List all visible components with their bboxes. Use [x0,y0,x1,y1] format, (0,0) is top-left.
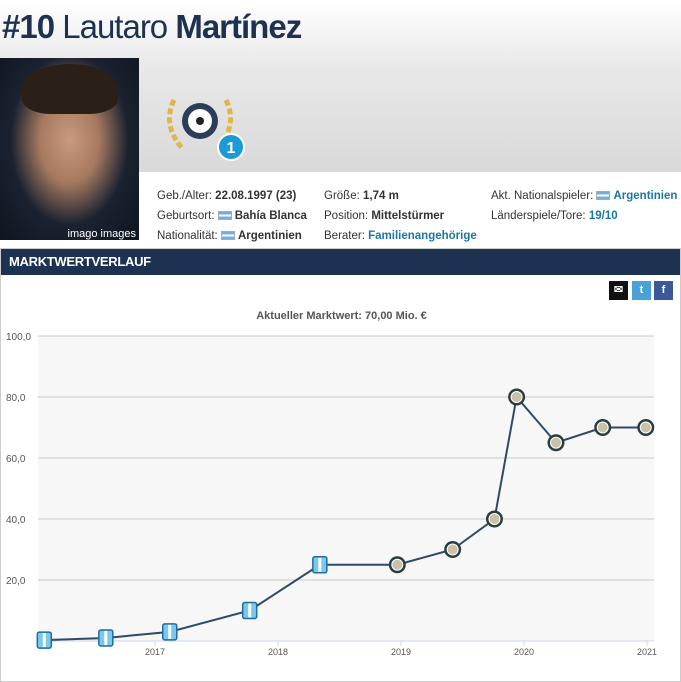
photo-credit: imago images [67,228,136,240]
agent-link[interactable]: Familienangehörige [368,230,477,242]
y-tick-label: 80,0 [6,393,26,404]
chart-title: Aktueller Marktwert: 70,00 Mio. € [256,310,427,322]
position: Position: Mittelstürmer [324,210,445,222]
facebook-share-icon[interactable]: f [654,281,673,300]
inter-logo-inner [596,421,609,434]
birth-date: Geb./Alter: 22.08.1997 (23) [157,190,297,202]
x-tick-label: 2021 [637,647,657,657]
x-tick-label: 2018 [268,647,288,657]
inter-logo-inner [549,436,562,449]
national-team-link[interactable]: Argentinien [613,190,678,202]
inter-logo-inner [446,543,459,556]
info-col-2: Größe: 1,74 m Position: Mittelstürmer Be… [324,186,477,246]
birthplace: Geburtsort: Bahía Blanca [157,210,307,222]
agent: Berater: Familienangehörige [324,230,477,242]
caps-goals: Länderspiele/Tore: 19/10 [491,210,618,222]
y-tick-label: 100,0 [6,332,31,343]
inter-logo-inner [639,421,652,434]
y-tick-label: 40,0 [6,515,26,526]
shirt-number: #10 [2,8,55,45]
info-col-1: Geb./Alter: 22.08.1997 (23) Geburtsort: … [157,186,307,246]
email-share-icon[interactable]: ✉ [609,281,628,300]
inter-logo-inner [488,513,501,525]
caps-goals-link[interactable]: 19/10 [588,210,618,222]
twitter-share-icon[interactable]: t [632,281,651,300]
nationality: Nationalität: Argentinien [157,230,302,242]
section-title: MARKTWERTVERLAUF [1,249,680,275]
x-tick-label: 2020 [514,647,534,657]
player-photo: imago images [0,58,139,240]
inter-logo-inner [391,558,404,571]
last-name: Martínez [175,8,302,45]
argentina-flag-icon [217,211,232,220]
y-tick-label: 20,0 [6,576,26,587]
award-count-badge: 1 [217,133,245,161]
height: Größe: 1,74 m [324,190,399,202]
first-name: Lautaro [62,8,168,45]
argentina-flag-icon [596,191,611,200]
info-col-3: Akt. Nationalspieler: Argentinien Länder… [491,186,677,226]
inter-logo-inner [510,391,523,403]
x-tick-label: 2017 [145,647,165,657]
y-tick-label: 60,0 [6,454,26,465]
player-title: #10 Lautaro Martínez [2,8,302,46]
x-tick-label: 2019 [391,647,411,657]
laurel-award-icon[interactable] [160,80,240,162]
argentina-flag-icon [220,231,235,240]
national-team: Akt. Nationalspieler: Argentinien [491,190,678,202]
plot-area [38,336,654,641]
